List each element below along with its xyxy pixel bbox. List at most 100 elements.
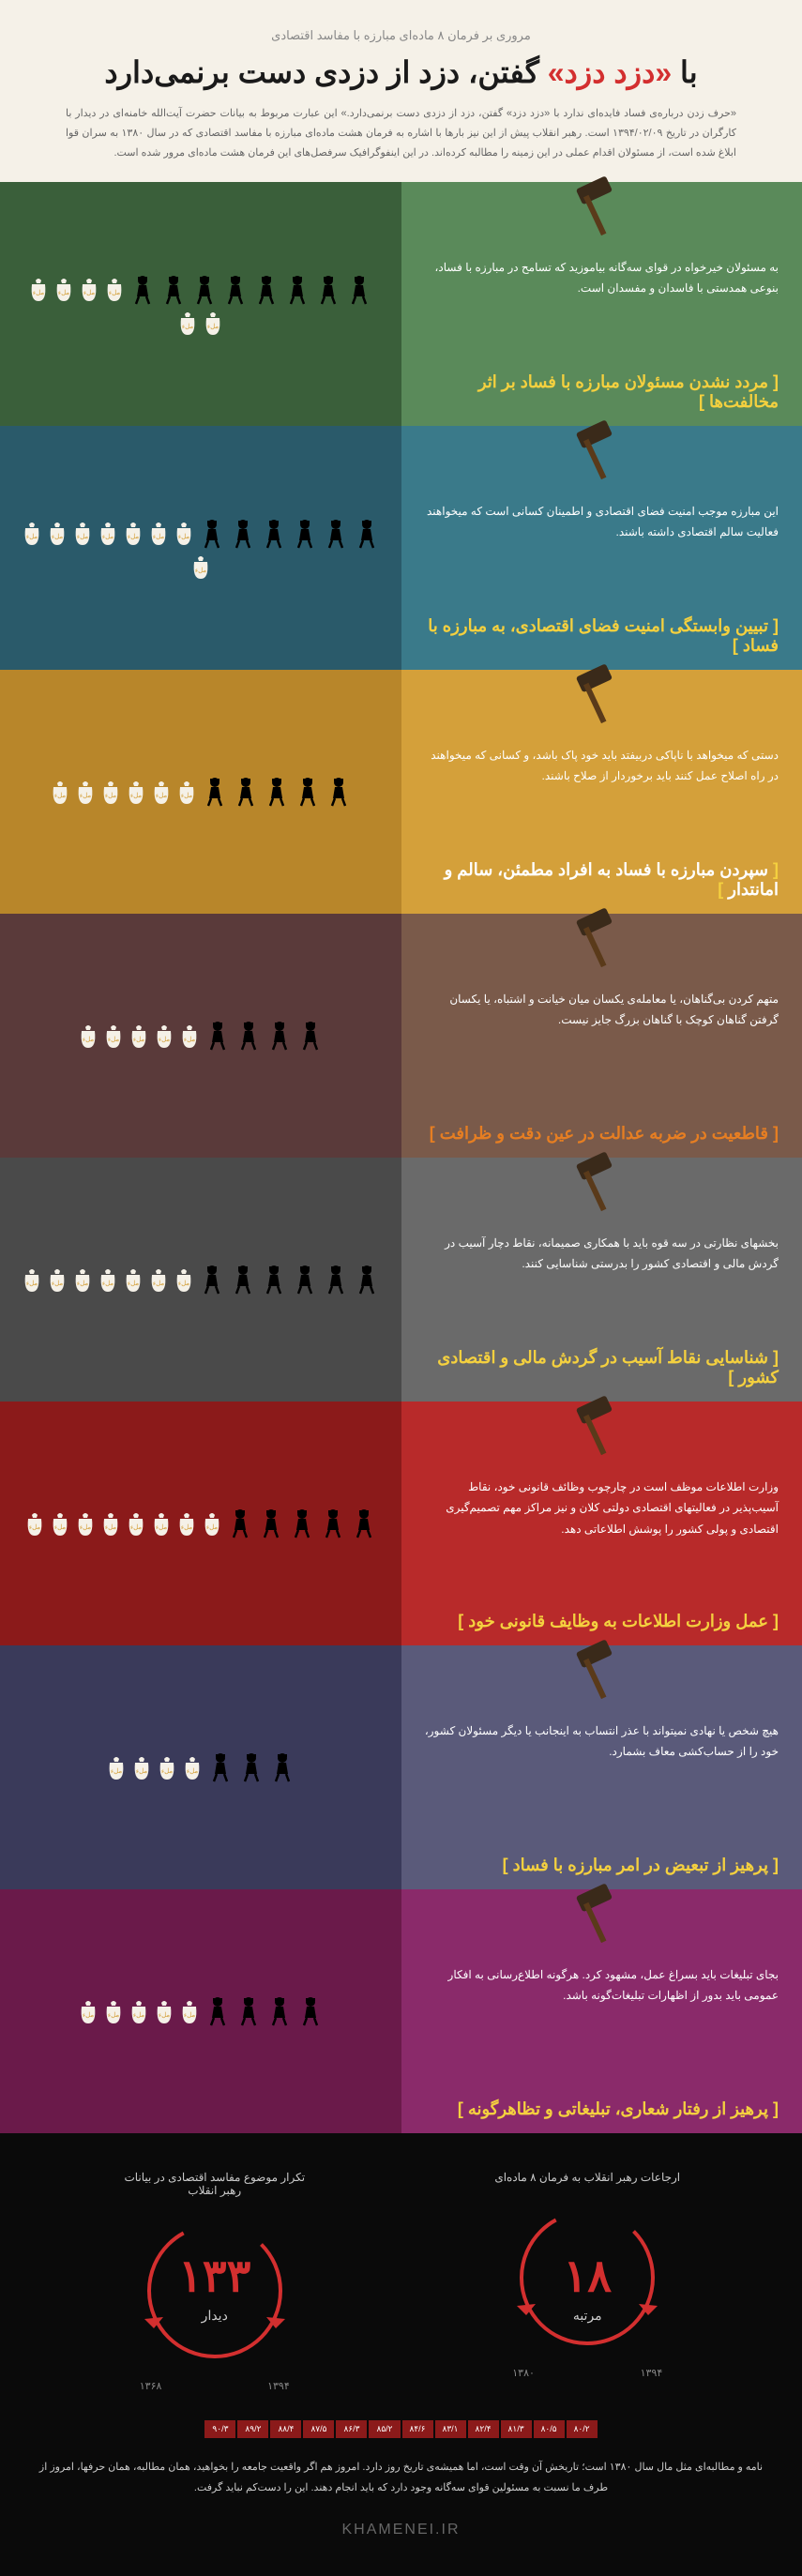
svg-text:ملء: ملء xyxy=(77,533,89,540)
stat2-unit: دیدار xyxy=(202,2308,228,2324)
money-bag-icon: ملء xyxy=(203,311,223,335)
section-text: وزارت اطلاعات موظف است در چارچوب وظائف ق… xyxy=(425,1477,779,1540)
svg-text:ملء: ملء xyxy=(54,1523,67,1531)
money-bag-icon: ملء xyxy=(47,521,68,545)
thief-icon xyxy=(199,517,225,550)
header: مروری بر فرمان ۸ ماده‌ای مبارزه با مفاسد… xyxy=(0,0,802,182)
thief-icon xyxy=(233,775,259,808)
footer-quote: نامه و مطالبه‌ای مثل مال سال ۱۳۸۰ است؛ ت… xyxy=(28,2457,774,2498)
money-bag-icon: ملء xyxy=(47,1267,68,1292)
money-bag-icon: ملء xyxy=(148,521,169,545)
svg-text:ملء: ملء xyxy=(195,567,207,574)
thief-icon xyxy=(253,273,280,306)
svg-text:ملء: ملء xyxy=(33,289,45,296)
money-bag-icon: ملء xyxy=(176,1511,197,1536)
money-bag-icon: ملء xyxy=(154,1023,174,1048)
gavel-icon xyxy=(568,412,634,492)
svg-text:ملء: ملء xyxy=(153,1280,165,1287)
svg-text:ملء: ملء xyxy=(80,792,92,799)
thief-icon xyxy=(235,1019,262,1052)
thief-icon xyxy=(297,1994,324,2027)
svg-text:ملء: ملء xyxy=(159,2011,171,2019)
svg-text:ملء: ملء xyxy=(182,323,194,330)
icons-area: ملءملءملءملءملء xyxy=(78,1019,324,1052)
svg-text:ملء: ملء xyxy=(184,2011,196,2019)
timeline-item: ۸۷/۵ xyxy=(303,2420,334,2438)
money-bag-icon: ملء xyxy=(100,780,121,804)
svg-text:ملء: ملء xyxy=(133,1036,145,1043)
icons-area: ملء ملء ملء ملء ملء ملء xyxy=(50,775,352,808)
gavel-icon xyxy=(568,1387,634,1467)
thief-icon xyxy=(258,1507,284,1539)
section-text: این مبارزه موجب امنیت فضای اقتصادی و اطم… xyxy=(425,501,779,544)
thief-icon xyxy=(354,1263,380,1296)
money-bag-icon: ملء xyxy=(177,311,198,335)
thief-icon xyxy=(230,517,256,550)
money-bag-icon: ملء xyxy=(129,1023,149,1048)
money-bag-icon: ملء xyxy=(103,1023,124,1048)
money-bag-icon: ملء xyxy=(151,1511,172,1536)
timeline-item: ۸۹/۲ xyxy=(237,2420,268,2438)
money-bag-icon: ملء xyxy=(72,1267,93,1292)
stat1-unit: مرتبه xyxy=(573,2308,602,2324)
money-bag-icon: ملء xyxy=(104,277,125,301)
timeline-item: ۹۰/۳ xyxy=(204,2420,235,2438)
money-bag-icon: ملء xyxy=(154,1999,174,2023)
svg-text:ملء: ملء xyxy=(105,792,117,799)
thief-icon xyxy=(292,517,318,550)
money-bag-icon: ملء xyxy=(28,277,49,301)
svg-text:ملء: ملء xyxy=(54,792,67,799)
timeline-item: ۸۸/۴ xyxy=(270,2420,301,2438)
logo: KHAMENEI.IR xyxy=(28,2522,774,2538)
icons-area: ملءملءملءملءملءملءملءملء xyxy=(24,1507,377,1539)
thief-icon xyxy=(295,775,321,808)
svg-text:ملء: ملء xyxy=(83,2011,95,2019)
svg-text:ملء: ملء xyxy=(83,1036,95,1043)
thief-icon xyxy=(191,273,218,306)
money-bag-icon: ملء xyxy=(179,1023,200,1048)
money-bag-icon: ملء xyxy=(24,1511,45,1536)
gavel-icon xyxy=(568,1631,634,1711)
svg-text:ملء: ملء xyxy=(206,1523,219,1531)
section-text: دستی که میخواهد با ناپاکی دربیفتد باید خ… xyxy=(425,745,779,788)
money-bag-icon: ملء xyxy=(123,1267,144,1292)
thief-icon xyxy=(269,1750,295,1783)
svg-text:ملء: ملء xyxy=(181,792,193,799)
svg-text:ملء: ملء xyxy=(156,1523,168,1531)
svg-text:ملء: ملء xyxy=(156,792,168,799)
money-bag-icon: ملء xyxy=(79,277,99,301)
money-bag-icon: ملء xyxy=(78,1023,98,1048)
money-bag-icon: ملء xyxy=(202,1511,222,1536)
thief-icon xyxy=(261,517,287,550)
section-text: بخشهای نظارتی در سه قوه باید با همکاری ص… xyxy=(425,1233,779,1276)
section-8: بجای تبلیغات باید بسراغ عمل، مشهود کرد. … xyxy=(0,1889,802,2133)
thief-icon xyxy=(264,775,290,808)
money-bag-icon: ملء xyxy=(174,1267,194,1292)
thief-icon xyxy=(323,517,349,550)
intro-text: «حرف زدن درباره‌ی فساد فایده‌ای ندارد با… xyxy=(38,104,764,163)
svg-text:ملء: ملء xyxy=(153,533,165,540)
gavel-icon xyxy=(568,1144,634,1223)
icons-area: ملءملءملءملءملءملءملء xyxy=(22,1263,380,1296)
thief-icon xyxy=(284,273,310,306)
money-bag-icon: ملء xyxy=(75,780,96,804)
thief-icon xyxy=(351,1507,377,1539)
thief-icon xyxy=(129,273,156,306)
thief-icon xyxy=(235,1994,262,2027)
icons-area: ملءملءملءملءملءملء xyxy=(19,273,383,335)
thief-icon xyxy=(160,273,187,306)
money-bag-icon: ملء xyxy=(72,521,93,545)
svg-text:ملء: ملء xyxy=(128,1280,140,1287)
timeline-item: ۸۲/۴ xyxy=(468,2420,499,2438)
svg-text:ملء: ملء xyxy=(29,1523,41,1531)
thief-icon xyxy=(230,1263,256,1296)
stat2-value: ۱۳۳ xyxy=(178,2250,250,2302)
thief-icon xyxy=(266,1994,293,2027)
money-bag-icon: ملء xyxy=(129,1999,149,2023)
money-bag-icon: ملء xyxy=(126,780,146,804)
section-5: بخشهای نظارتی در سه قوه باید با همکاری ص… xyxy=(0,1158,802,1402)
svg-text:ملء: ملء xyxy=(133,2011,145,2019)
section-2: این مبارزه موجب امنیت فضای اقتصادی و اطم… xyxy=(0,426,802,670)
svg-text:ملء: ملء xyxy=(102,533,114,540)
money-bag-icon: ملء xyxy=(148,1267,169,1292)
